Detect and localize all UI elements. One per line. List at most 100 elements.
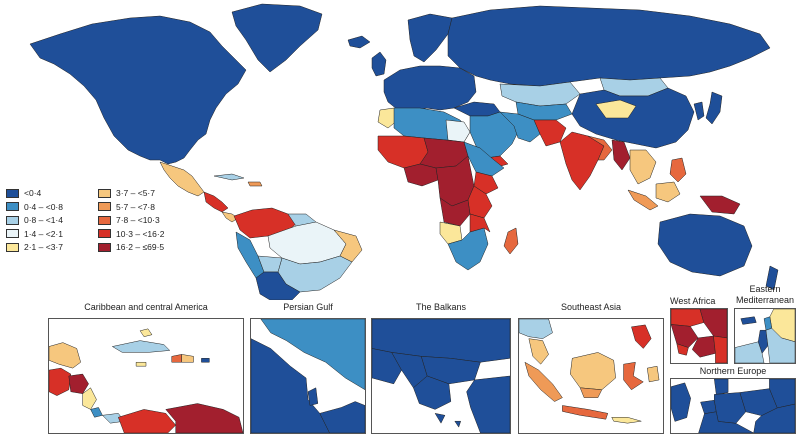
- inset-ne-uk: [671, 382, 691, 422]
- region-greenland: [231, 3, 323, 73]
- world-choropleth-map: [29, 3, 779, 300]
- inset-wa-sierraleone: [676, 343, 689, 356]
- inset-caribbean-haiti: [171, 354, 182, 363]
- inset-caribbean-mexico: [49, 342, 81, 369]
- region-japan: [705, 91, 723, 125]
- inset-gulf-saudi: [251, 338, 330, 433]
- inset-caribbean-guatemala: [49, 367, 72, 396]
- legend-swatch: [98, 229, 111, 238]
- region-central-america-south: [221, 211, 239, 223]
- legend-label: 5·7 – <7·8: [116, 201, 155, 212]
- inset-wa-guinea: [671, 324, 699, 348]
- inset-title-caribbean: Caribbean and central America: [84, 302, 208, 312]
- region-central-america: [203, 191, 229, 213]
- inset-caribbean-puertorico: [201, 358, 210, 363]
- inset-caribbean-cuba: [111, 340, 171, 353]
- inset-ne-east: [753, 403, 795, 433]
- inset-gulf-qatar: [307, 387, 319, 406]
- region-southern-africa: [447, 227, 489, 271]
- legend-label: 10·3 – <16·2: [116, 228, 165, 239]
- inset-southeast-asia: [518, 318, 664, 434]
- inset-gulf-iran: [260, 319, 365, 391]
- inset-caribbean-costarica: [90, 407, 103, 418]
- legend-label: 7·8 – <10·3: [116, 215, 160, 225]
- inset-sea-sulawesi: [623, 361, 644, 391]
- region-madagascar: [503, 227, 519, 255]
- inset-sea-nusa: [611, 417, 642, 424]
- legend-swatch: [98, 188, 111, 198]
- inset-eastern-med: [734, 308, 796, 364]
- legend-item: 5·7 – <7·8: [98, 201, 155, 213]
- legend-swatch: [6, 215, 19, 225]
- legend-item: 0·8 – <1·4: [6, 214, 63, 226]
- inset-wa-mali: [699, 309, 727, 339]
- region-iceland: [347, 35, 371, 49]
- region-korea: [693, 101, 705, 121]
- inset-title-southeast-asia: Southeast Asia: [560, 302, 622, 312]
- legend-swatch: [6, 188, 19, 198]
- region-mozambique: [469, 213, 491, 233]
- inset-wa-ghana: [713, 335, 727, 363]
- inset-caribbean-jamaica: [135, 361, 147, 367]
- legend-item: 0·4 – <0·8: [6, 201, 63, 213]
- inset-caribbean-honduras: [68, 373, 89, 394]
- inset-balkans-greece-islands: [434, 412, 462, 428]
- legend-item: 16·2 – ≤69·5: [98, 241, 164, 253]
- inset-sea-philippines: [631, 324, 652, 349]
- legend-label: 2·1 – <3·7: [24, 242, 63, 252]
- inset-sea-borneo: [570, 352, 616, 391]
- region-philippines: [669, 157, 687, 183]
- inset-caribbean-colombia: [117, 409, 177, 433]
- region-ethiopia: [473, 171, 499, 195]
- region-russia: [447, 5, 771, 87]
- legend-swatch: [6, 242, 19, 252]
- inset-em-israel: [757, 329, 769, 354]
- inset-balkans-turkey: [466, 375, 510, 433]
- inset-west-africa: [670, 308, 728, 364]
- inset-sea-sumatra: [524, 361, 563, 402]
- region-new-zealand: [765, 265, 779, 291]
- legend-swatch: [6, 202, 19, 211]
- inset-sea-peninsula: [528, 338, 549, 365]
- inset-ne-south: [698, 411, 755, 433]
- legend-swatch: [6, 229, 19, 238]
- inset-caribbean-nicaragua: [82, 387, 97, 410]
- inset-wa-senegal: [671, 309, 705, 327]
- region-gulf-guinea: [403, 163, 439, 187]
- legend-label: 0·4 – <0·8: [24, 201, 63, 212]
- inset-title-balkans: The Balkans: [415, 302, 467, 312]
- region-new-guinea: [699, 195, 741, 215]
- legend-label: 16·2 – ≤69·5: [116, 242, 165, 252]
- region-scandinavia: [407, 13, 453, 63]
- legend-item: 2·1 – <3·7: [6, 241, 63, 253]
- inset-sea-mainland: [519, 319, 553, 339]
- inset-ne-netherlands: [700, 399, 717, 414]
- region-southern-cone: [255, 271, 301, 300]
- region-north-america: [29, 15, 247, 165]
- inset-caribbean: [48, 318, 244, 434]
- inset-wa-ivorycoast: [691, 335, 716, 358]
- inset-gulf-uae: [319, 401, 365, 433]
- legend-swatch: [98, 215, 111, 225]
- legend-item: 7·8 – <10·3: [98, 214, 160, 226]
- region-morocco: [377, 107, 399, 129]
- legend-item: 3·7 – <5·7: [98, 187, 155, 199]
- inset-em-jordan: [765, 328, 795, 363]
- region-china-west: [595, 99, 637, 119]
- inset-sea-java: [562, 405, 609, 420]
- legend-label: 0·8 – <1·4: [24, 215, 63, 225]
- region-indonesia-borneo: [655, 181, 681, 203]
- region-egypt: [445, 119, 471, 143]
- inset-em-egypt: [735, 341, 765, 363]
- inset-sea-borneo-south: [579, 387, 603, 398]
- legend-item: 1·4 – <2·1: [6, 228, 63, 240]
- inset-em-cyprus: [740, 316, 757, 325]
- inset-caribbean-venezuela: [165, 403, 243, 433]
- inset-ne-denmark: [714, 379, 729, 395]
- region-mexico: [159, 161, 205, 197]
- legend: <0·4 0·4 – <0·8 0·8 – <1·4 1·4 – <2·1 2·1 – …: [6, 187, 196, 257]
- region-iran: [499, 111, 541, 143]
- inset-title-west-africa: West Africa: [670, 296, 716, 306]
- region-europe: [383, 65, 477, 113]
- inset-balkans-south: [413, 375, 452, 410]
